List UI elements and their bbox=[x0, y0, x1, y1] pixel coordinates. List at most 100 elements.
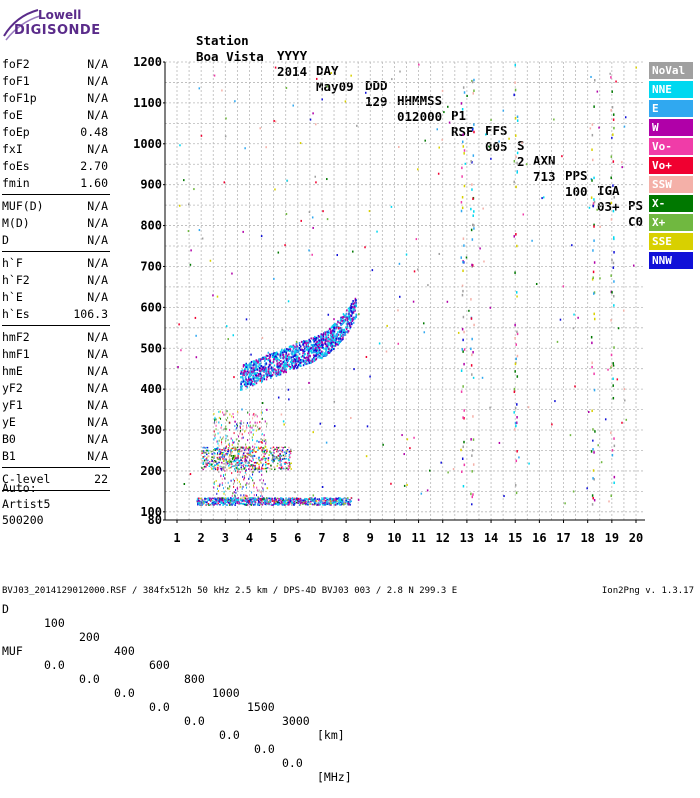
echo-point bbox=[255, 360, 257, 363]
echo-point bbox=[221, 478, 223, 481]
echo-point bbox=[610, 353, 613, 357]
echo-point bbox=[263, 365, 266, 368]
echo-point bbox=[285, 457, 288, 460]
echo-point bbox=[326, 353, 328, 356]
echo-point bbox=[218, 497, 221, 499]
echo-point bbox=[279, 366, 282, 369]
echo-point bbox=[269, 359, 272, 362]
echo-point bbox=[240, 502, 243, 505]
echo-point bbox=[215, 461, 218, 464]
echo-point bbox=[236, 479, 238, 482]
echo-point bbox=[267, 370, 270, 373]
echo-point bbox=[610, 494, 612, 498]
echo-point bbox=[259, 372, 262, 375]
y-tick-label: 900 bbox=[140, 178, 162, 192]
echo-point bbox=[300, 219, 302, 222]
echo-point bbox=[513, 390, 516, 394]
echo-point bbox=[316, 352, 319, 355]
echo-point bbox=[227, 447, 230, 449]
echo-point bbox=[242, 485, 244, 488]
echo-point bbox=[265, 464, 267, 467]
echo-point bbox=[336, 335, 338, 338]
echo-point bbox=[226, 410, 228, 413]
header-values: Boa Vista 2014 May09 129 012000 RSF 005 … bbox=[0, 34, 643, 229]
echo-point bbox=[237, 498, 239, 501]
echo-point bbox=[285, 371, 287, 374]
echo-point bbox=[213, 465, 215, 468]
echo-point bbox=[341, 500, 343, 503]
echo-point bbox=[218, 444, 220, 447]
echo-point bbox=[290, 450, 292, 452]
echo-point bbox=[516, 171, 518, 174]
echo-point bbox=[222, 451, 225, 454]
echo-point bbox=[205, 498, 207, 500]
echo-point bbox=[285, 452, 288, 455]
echo-point bbox=[299, 497, 302, 500]
echo-point bbox=[263, 440, 265, 443]
echo-point bbox=[269, 500, 272, 503]
echo-point bbox=[569, 434, 572, 437]
echo-point bbox=[258, 428, 260, 431]
echo-point bbox=[259, 490, 261, 493]
echo-point bbox=[205, 458, 208, 460]
echo-point bbox=[226, 453, 228, 455]
echo-point bbox=[326, 503, 329, 505]
echo-point bbox=[237, 458, 239, 461]
echo-point bbox=[326, 497, 328, 499]
echo-point bbox=[264, 358, 267, 361]
echo-point bbox=[268, 501, 271, 503]
echo-point bbox=[273, 500, 275, 502]
echo-point bbox=[235, 448, 237, 451]
header-label: IGA bbox=[597, 183, 620, 198]
echo-point bbox=[259, 375, 262, 378]
echo-point bbox=[236, 424, 238, 427]
echo-point bbox=[211, 502, 214, 504]
echo-point bbox=[471, 183, 473, 186]
echo-point bbox=[521, 141, 523, 144]
echo-point bbox=[277, 373, 279, 376]
echo-point bbox=[263, 377, 265, 380]
echo-point bbox=[301, 501, 304, 504]
echo-point bbox=[233, 446, 235, 449]
echo-point bbox=[261, 467, 264, 470]
echo-point bbox=[352, 321, 355, 324]
echo-point bbox=[613, 346, 615, 349]
echo-point bbox=[241, 433, 243, 436]
echo-point bbox=[273, 456, 275, 458]
echo-point bbox=[590, 335, 593, 339]
echo-point bbox=[323, 331, 325, 334]
header-value: 005 bbox=[485, 139, 508, 154]
param-row: foF2 N/A bbox=[2, 56, 110, 73]
echo-point bbox=[238, 468, 241, 470]
echo-point bbox=[295, 351, 297, 354]
echo-point bbox=[310, 497, 313, 499]
echo-point bbox=[202, 502, 204, 504]
echo-point bbox=[253, 468, 255, 470]
echo-point bbox=[273, 501, 276, 503]
echo-point bbox=[295, 343, 298, 346]
echo-point bbox=[318, 498, 320, 500]
echo-point bbox=[263, 378, 266, 381]
echo-point bbox=[462, 484, 465, 488]
echo-point bbox=[251, 470, 253, 473]
echo-point bbox=[225, 453, 227, 456]
echo-point bbox=[304, 498, 306, 500]
echo-point bbox=[473, 130, 475, 134]
echo-point bbox=[324, 354, 326, 357]
echo-point bbox=[294, 345, 296, 348]
echo-point bbox=[390, 482, 392, 485]
echo-point bbox=[319, 345, 321, 348]
echo-point bbox=[515, 343, 518, 346]
echo-point bbox=[239, 432, 241, 435]
echo-point bbox=[271, 459, 273, 462]
echo-point bbox=[221, 483, 223, 486]
echo-point bbox=[232, 503, 234, 505]
echo-point bbox=[351, 317, 353, 320]
echo-point bbox=[352, 308, 354, 311]
echo-point bbox=[249, 372, 251, 375]
echo-point bbox=[243, 500, 246, 502]
echo-point bbox=[417, 268, 419, 271]
echo-point bbox=[463, 261, 465, 264]
echo-point bbox=[351, 313, 353, 316]
echo-point bbox=[485, 133, 487, 136]
